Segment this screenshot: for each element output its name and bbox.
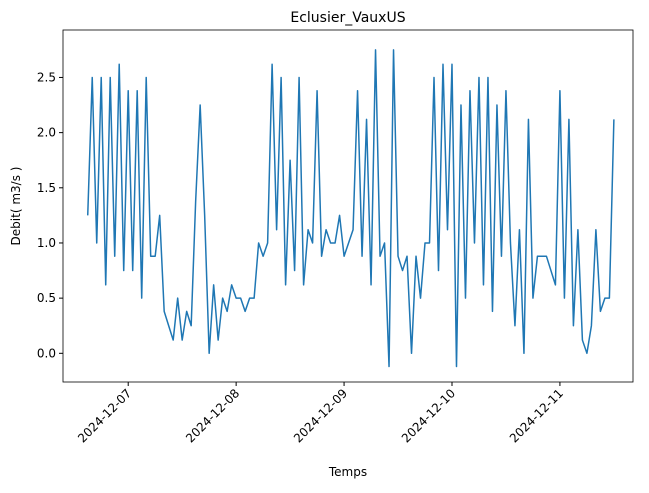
chart-title: Eclusier_VauxUS — [290, 10, 405, 26]
data-line — [86, 49, 615, 368]
y-tick-label: 1.0 — [37, 236, 56, 250]
x-tick-label: 2024-12-11 — [507, 386, 566, 445]
y-tick-label: 0.5 — [37, 291, 56, 305]
x-axis-label: Temps — [328, 465, 367, 479]
y-tick-label: 0.0 — [37, 346, 56, 360]
plot-frame — [62, 29, 634, 383]
y-tick-label: 2.5 — [37, 70, 56, 84]
x-tick-label: 2024-12-09 — [291, 386, 350, 445]
y-axis-label: Debit( m3/s ) — [9, 167, 23, 246]
y-tick-label: 2.0 — [37, 126, 56, 140]
y-tick-label: 1.5 — [37, 181, 56, 195]
x-tick-label: 2024-12-08 — [183, 386, 242, 445]
x-tick-label: 2024-12-10 — [399, 386, 458, 445]
x-tick-label: 2024-12-07 — [75, 386, 134, 445]
